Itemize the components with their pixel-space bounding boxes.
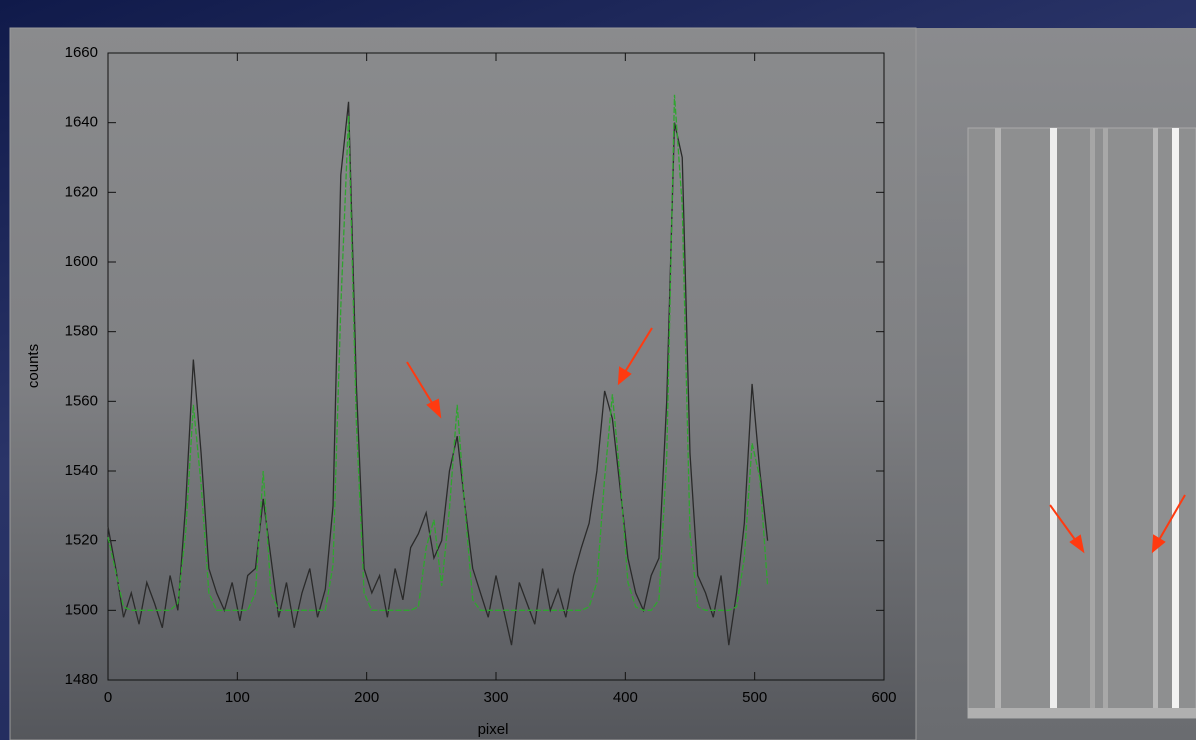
y-tick-label: 1500 xyxy=(65,601,98,618)
x-tick-label: 0 xyxy=(104,689,112,706)
slide: pixel counts 1480 1500 1520 1540 1560 1580 160… xyxy=(0,0,1196,740)
y-tick-label: 1540 xyxy=(65,462,98,479)
y-tick-label: 1640 xyxy=(65,114,98,131)
detector-image xyxy=(968,128,1196,718)
x-tick-label: 100 xyxy=(225,689,250,706)
x-axis-label: pixel xyxy=(478,721,509,738)
x-tick-label: 300 xyxy=(483,689,508,706)
y-tick-label: 1520 xyxy=(65,532,98,549)
y-tick-label: 1660 xyxy=(65,44,98,61)
page: pixel counts 1480 1500 1520 1540 1560 1580 160… xyxy=(0,0,1196,740)
x-tick-label: 600 xyxy=(871,689,896,706)
chart-panel xyxy=(10,28,916,740)
x-tick-label: 500 xyxy=(742,689,767,706)
y-tick-label: 1580 xyxy=(65,323,98,340)
y-tick-label: 1480 xyxy=(65,671,98,688)
y-tick-label: 1600 xyxy=(65,253,98,270)
y-tick-label: 1620 xyxy=(65,183,98,200)
y-tick-label: 1560 xyxy=(65,392,98,409)
y-axis-label: counts xyxy=(25,344,42,388)
x-tick-label: 200 xyxy=(354,689,379,706)
x-tick-label: 400 xyxy=(613,689,638,706)
